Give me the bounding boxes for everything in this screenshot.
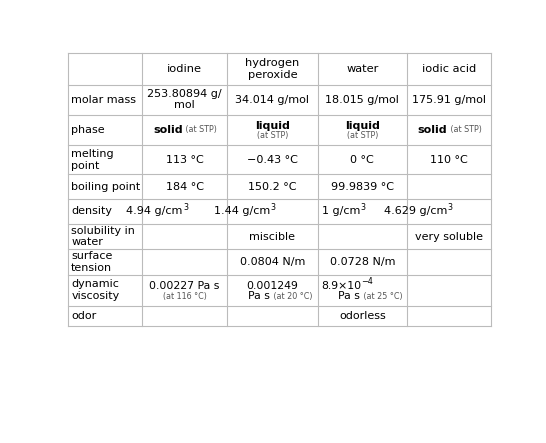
Text: water: water	[346, 64, 378, 74]
Text: phase: phase	[71, 125, 105, 135]
Text: (at 116 °C): (at 116 °C)	[163, 292, 206, 301]
Text: 3: 3	[447, 203, 453, 212]
Text: 0.0728 N/m: 0.0728 N/m	[330, 257, 395, 267]
Text: 3: 3	[361, 203, 366, 212]
Text: surface
tension: surface tension	[71, 251, 112, 273]
Text: (at STP): (at STP)	[257, 131, 288, 140]
Text: 18.015 g/mol: 18.015 g/mol	[325, 94, 399, 105]
Text: solid: solid	[417, 125, 447, 135]
Text: 1 g/cm: 1 g/cm	[322, 206, 360, 217]
Text: odor: odor	[71, 311, 97, 321]
Text: 110 °C: 110 °C	[430, 155, 468, 165]
Text: −4: −4	[361, 277, 373, 286]
Text: 4.94 g/cm: 4.94 g/cm	[126, 206, 182, 217]
Text: liquid: liquid	[345, 120, 380, 131]
Text: (at 25 °C): (at 25 °C)	[361, 292, 402, 301]
Text: hydrogen
peroxide: hydrogen peroxide	[245, 58, 300, 80]
Text: 1.44 g/cm: 1.44 g/cm	[214, 206, 270, 217]
Text: 150.2 °C: 150.2 °C	[248, 182, 296, 192]
Text: solid: solid	[153, 125, 182, 135]
Text: dynamic
viscosity: dynamic viscosity	[71, 280, 120, 301]
Text: 99.9839 °C: 99.9839 °C	[331, 182, 394, 192]
Text: melting
point: melting point	[71, 149, 114, 171]
Text: 184 °C: 184 °C	[165, 182, 204, 192]
Text: 8.9×10: 8.9×10	[321, 281, 361, 291]
Text: (at 20 °C): (at 20 °C)	[271, 292, 312, 301]
Text: 0.0804 N/m: 0.0804 N/m	[240, 257, 305, 267]
Text: 3: 3	[183, 203, 188, 212]
Text: Pa s: Pa s	[339, 291, 360, 301]
Text: molar mass: molar mass	[71, 94, 136, 105]
Text: 0 °C: 0 °C	[351, 155, 374, 165]
Text: iodic acid: iodic acid	[422, 64, 476, 74]
Text: 0.001249: 0.001249	[246, 281, 298, 291]
Text: very soluble: very soluble	[415, 232, 483, 241]
Text: density: density	[71, 206, 112, 217]
Text: 3: 3	[271, 203, 276, 212]
Text: miscible: miscible	[250, 232, 295, 241]
Text: 4.629 g/cm: 4.629 g/cm	[384, 206, 447, 217]
Text: boiling point: boiling point	[71, 182, 140, 192]
Text: solubility in
water: solubility in water	[71, 225, 135, 247]
Text: 113 °C: 113 °C	[166, 155, 204, 165]
Text: 0.00227 Pa s: 0.00227 Pa s	[150, 281, 220, 291]
Text: Pa s: Pa s	[248, 291, 270, 301]
Text: (at STP): (at STP)	[347, 131, 378, 140]
Text: 34.014 g/mol: 34.014 g/mol	[235, 94, 310, 105]
Text: 175.91 g/mol: 175.91 g/mol	[412, 94, 486, 105]
Text: 253.80894 g/
mol: 253.80894 g/ mol	[147, 89, 222, 110]
Text: odorless: odorless	[339, 311, 385, 321]
Text: (at STP): (at STP)	[183, 125, 217, 134]
Text: iodine: iodine	[167, 64, 202, 74]
Text: (at STP): (at STP)	[448, 125, 482, 134]
Text: liquid: liquid	[255, 120, 290, 131]
Text: −0.43 °C: −0.43 °C	[247, 155, 298, 165]
